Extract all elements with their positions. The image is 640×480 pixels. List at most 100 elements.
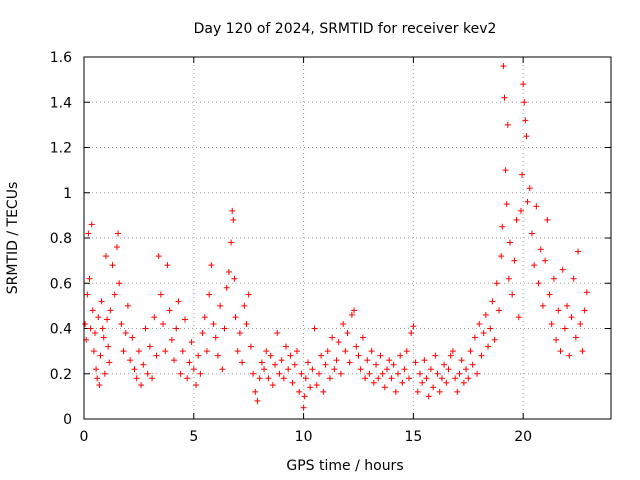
data-point: [548, 320, 555, 327]
data-point: [296, 388, 303, 395]
data-point: [199, 330, 206, 337]
x-tick-label: 20: [514, 429, 532, 445]
data-point: [414, 388, 421, 395]
data-point: [272, 361, 279, 368]
data-point: [390, 361, 397, 368]
data-point: [395, 370, 402, 377]
data-point: [471, 334, 478, 341]
data-point: [97, 352, 104, 359]
data-point: [115, 230, 122, 237]
data-point: [98, 298, 105, 305]
data-point: [438, 375, 445, 382]
data-point: [179, 348, 186, 355]
data-point: [157, 291, 164, 298]
data-point: [291, 361, 298, 368]
data-point: [381, 384, 388, 391]
data-point: [506, 239, 513, 246]
data-point: [160, 320, 167, 327]
data-point: [503, 201, 510, 208]
data-point: [373, 361, 380, 368]
data-point: [335, 339, 342, 346]
data-point: [500, 63, 507, 70]
data-point: [247, 343, 254, 350]
data-point: [480, 330, 487, 337]
data-point: [190, 366, 197, 373]
data-point: [505, 275, 512, 282]
data-point: [581, 307, 588, 314]
data-point: [364, 357, 371, 364]
data-point: [276, 370, 283, 377]
data-point: [192, 382, 199, 389]
data-point: [397, 352, 404, 359]
data-point: [528, 230, 535, 237]
data-point: [430, 384, 437, 391]
data-point: [465, 375, 472, 382]
data-point: [557, 348, 564, 355]
data-point: [359, 334, 366, 341]
data-point: [142, 325, 149, 332]
data-point: [416, 370, 423, 377]
data-point: [572, 334, 579, 341]
data-point: [269, 382, 276, 389]
data-point: [151, 314, 158, 321]
data-point: [106, 359, 113, 366]
data-point: [362, 375, 369, 382]
data-point: [82, 320, 89, 327]
data-point: [88, 221, 95, 228]
axis-ticks: 0 0.2 0.4 0.6 0.8 1 1.2 1.4 1.6 0 5 10 15 20: [50, 50, 611, 445]
data-point: [285, 366, 292, 373]
data-point: [302, 375, 309, 382]
data-point: [511, 257, 518, 264]
plot-frame: [83, 56, 612, 420]
data-point: [304, 359, 311, 366]
data-point: [243, 320, 250, 327]
data-point: [537, 246, 544, 253]
data-point: [489, 298, 496, 305]
data-point: [329, 334, 336, 341]
data-point: [184, 375, 191, 382]
data-point: [254, 397, 261, 404]
y-tick-label: 0.4: [50, 322, 72, 338]
data-point: [452, 375, 459, 382]
data-point: [252, 388, 259, 395]
data-point: [474, 370, 481, 377]
data-point: [384, 366, 391, 373]
data-point: [412, 359, 419, 366]
y-tick-label: 0.2: [50, 367, 72, 383]
data-points: [82, 63, 590, 411]
data-point: [520, 81, 527, 88]
y-tick-label: 0: [63, 412, 72, 428]
data-point: [519, 171, 526, 178]
data-point: [405, 375, 412, 382]
data-point: [90, 348, 97, 355]
data-point: [419, 379, 426, 386]
data-point: [575, 248, 582, 255]
data-point: [91, 330, 98, 337]
data-point: [463, 366, 470, 373]
data-point: [501, 94, 508, 101]
x-tick-label: 10: [295, 429, 313, 445]
data-point: [135, 348, 142, 355]
data-point: [491, 336, 498, 343]
data-point: [208, 262, 215, 269]
data-point: [434, 370, 441, 377]
data-point: [124, 302, 131, 309]
data-point: [89, 307, 96, 314]
data-point: [524, 198, 531, 205]
y-tick-label: 1.4: [50, 95, 72, 111]
y-tick-label: 1.6: [50, 50, 72, 66]
y-tick-label: 1.2: [50, 141, 72, 157]
data-point: [561, 325, 568, 332]
data-point: [239, 359, 246, 366]
data-point: [129, 334, 136, 341]
data-point: [544, 216, 551, 223]
data-point: [427, 366, 434, 373]
data-point: [322, 361, 329, 368]
data-point: [280, 375, 287, 382]
data-point: [377, 352, 384, 359]
data-point: [300, 404, 307, 411]
data-point: [256, 375, 263, 382]
data-point: [234, 348, 241, 355]
y-tick-label: 1: [63, 186, 72, 202]
